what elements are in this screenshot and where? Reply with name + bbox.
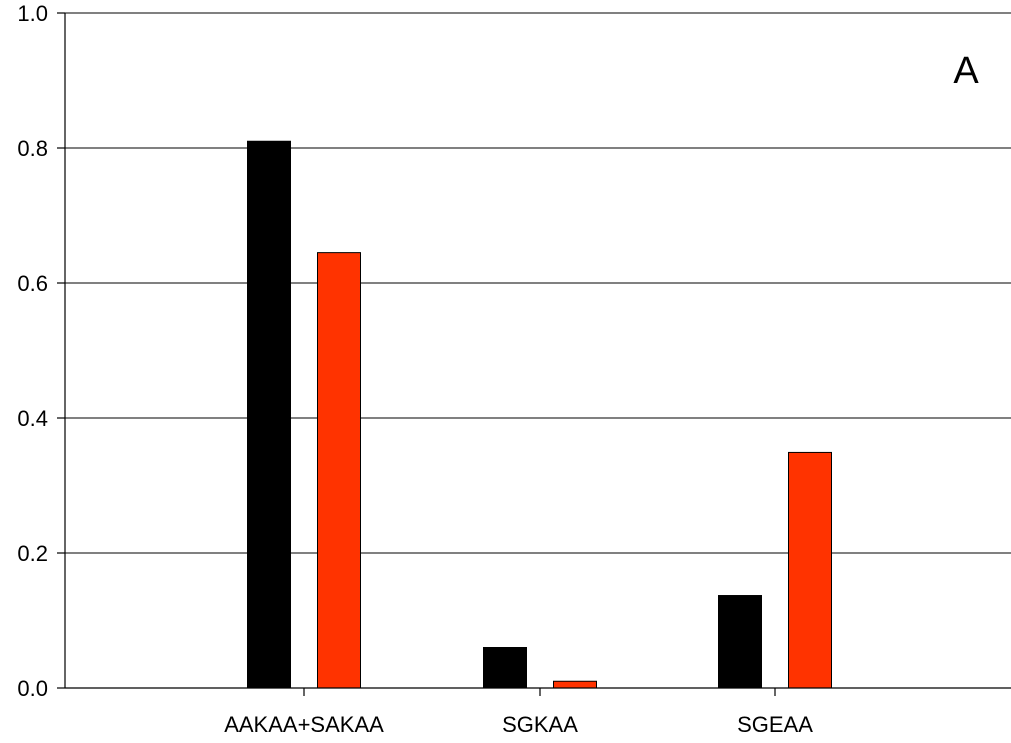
y-tick-label: 1.0	[17, 1, 48, 26]
axes	[64, 13, 1011, 689]
bar-sgkaa-series-2	[553, 680, 597, 689]
panel-label: A	[953, 50, 979, 92]
y-axis-ticks: 0.0 0.2 0.4 0.6 0.8 1.0	[17, 1, 65, 701]
bar-sgeaa-series-1	[718, 595, 762, 689]
x-tick-label: SGKAA	[502, 712, 578, 737]
bars	[247, 140, 832, 689]
y-tick-label: 0.0	[17, 676, 48, 701]
y-tick-label: 0.6	[17, 271, 48, 296]
y-tick-label: 0.2	[17, 541, 48, 566]
x-tick-label: SGEAA	[737, 712, 813, 737]
bar-aakaa-sakaa-series-1	[247, 140, 291, 689]
x-axis-ticks: AAKAA+SAKAA SGKAA SGEAA	[224, 688, 813, 737]
y-tick-label: 0.8	[17, 136, 48, 161]
bar-sgkaa-series-1	[483, 647, 527, 689]
bar-sgeaa-series-2	[788, 451, 832, 689]
gridlines	[65, 12, 1011, 554]
x-tick-label: AAKAA+SAKAA	[224, 712, 384, 737]
bar-aakaa-sakaa-series-2	[317, 252, 361, 689]
y-tick-label: 0.4	[17, 406, 48, 431]
